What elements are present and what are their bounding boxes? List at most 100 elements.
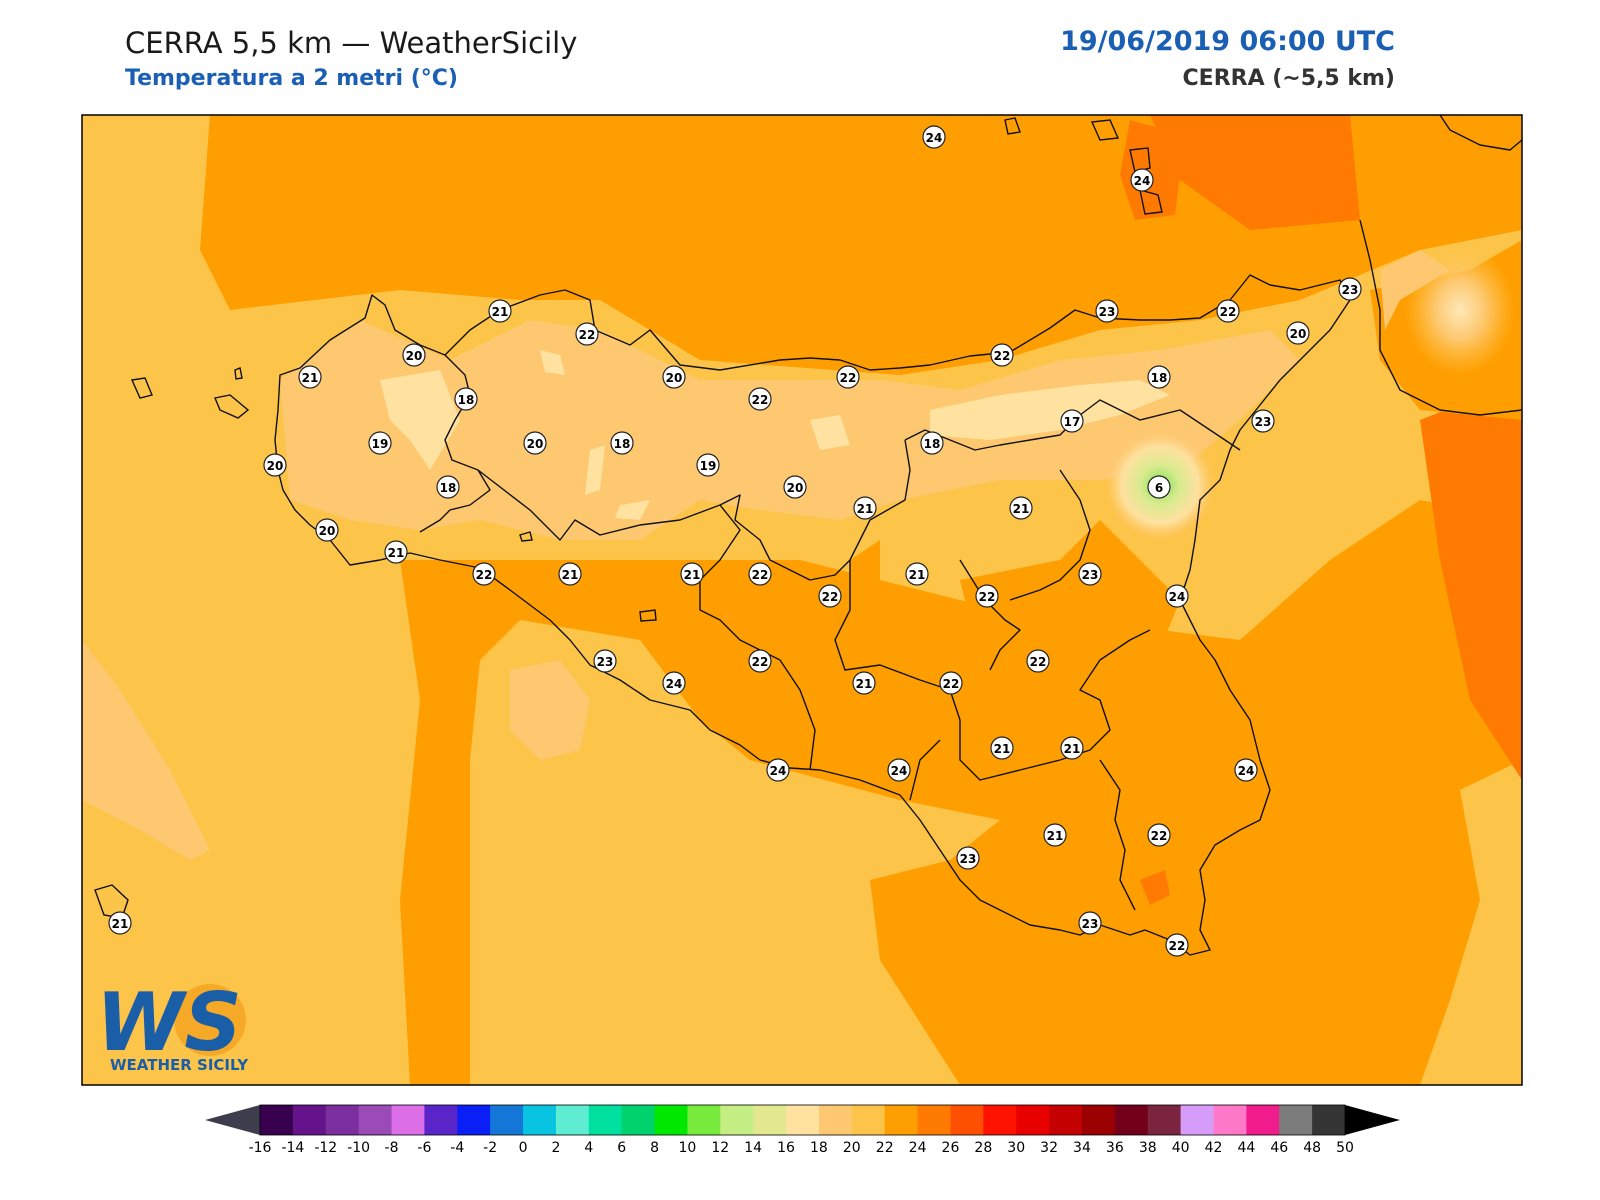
forecast-datetime: 19/06/2019 06:00 UTC — [1060, 26, 1395, 57]
colorbar-tick-label: 40 — [1172, 1140, 1190, 1156]
temperature-label-value: 23 — [1099, 305, 1116, 319]
temperature-label-marker — [488, 299, 512, 323]
colorbar-tick-label: -2 — [483, 1140, 497, 1156]
temperature-label-value: 20 — [319, 524, 336, 538]
colorbar-segment — [1180, 1105, 1214, 1135]
temperature-label: 19 — [368, 431, 392, 455]
temperature-label-marker — [766, 758, 790, 782]
temperature-label: 22 — [1147, 823, 1171, 847]
temperature-label-value: 23 — [1082, 568, 1099, 582]
temperature-label: 18 — [610, 431, 634, 455]
temperature-label-value: 20 — [666, 371, 683, 385]
temperature-label-value: 22 — [840, 371, 857, 385]
temperature-label-value: 18 — [440, 481, 457, 495]
colorbar-tick-label: 34 — [1073, 1140, 1091, 1156]
temperature-label-marker — [1078, 911, 1102, 935]
temperature-label-marker — [680, 562, 704, 586]
temperature-label-marker — [990, 736, 1014, 760]
temperature-label: 17 — [1060, 409, 1084, 433]
temperature-label: 22 — [748, 562, 772, 586]
logo-name: WEATHER SICILY — [110, 1056, 249, 1074]
temperature-label: 23 — [1338, 277, 1362, 301]
temperature-label-value: 21 — [856, 677, 873, 691]
temperature-label: 18 — [920, 431, 944, 455]
temperature-label: 23 — [1251, 409, 1275, 433]
temperature-label-value: 23 — [1255, 415, 1272, 429]
colorbar-tick-label: 10 — [679, 1140, 697, 1156]
temperature-label-marker — [402, 343, 426, 367]
temperature-label-marker — [1130, 168, 1154, 192]
temperature-label: 21 — [298, 365, 322, 389]
temperature-label: 20 — [662, 365, 686, 389]
temperature-label: 18 — [436, 475, 460, 499]
colorbar: -16 -14 -12 -10 -8 -6 -4 -2 0 2 4 6 8 10 12 14 16 18 20 22 2… — [205, 1104, 1400, 1156]
temperature-label-value: 18 — [924, 437, 941, 451]
temperature-label: 24 — [1130, 168, 1154, 192]
temperature-label-marker — [748, 649, 772, 673]
colorbar-tick-label: 0 — [519, 1140, 528, 1156]
temperature-label-value: 22 — [476, 568, 493, 582]
temperature-label: 21 — [905, 562, 929, 586]
temperature-label-value: 22 — [1030, 655, 1047, 669]
temperature-label: 22 — [575, 322, 599, 346]
temperature-label: 22 — [818, 584, 842, 608]
colorbar-tick-label: 28 — [974, 1140, 992, 1156]
temperature-label: 21 — [1009, 496, 1033, 520]
colorbar-tick-label: 42 — [1205, 1140, 1223, 1156]
temperature-label-value: 22 — [822, 590, 839, 604]
temperature-label-value: 21 — [909, 568, 926, 582]
colorbar-tick-label: 46 — [1270, 1140, 1288, 1156]
colorbar-tick-label: -6 — [417, 1140, 431, 1156]
temperature-label-value: 24 — [666, 677, 683, 691]
temperature-label-marker — [1060, 736, 1084, 760]
temperature-label-value: 21 — [112, 917, 129, 931]
temperature-label: 24 — [887, 758, 911, 782]
colorbar-tick-label: 20 — [843, 1140, 861, 1156]
colorbar-segment — [1049, 1105, 1083, 1135]
temperature-label: 21 — [488, 299, 512, 323]
temperature-label-marker — [818, 584, 842, 608]
temperature-label-value: 22 — [1151, 829, 1168, 843]
temperature-label: 24 — [1165, 584, 1189, 608]
temperature-label-marker — [575, 322, 599, 346]
colorbar-tick-label: 18 — [810, 1140, 828, 1156]
temperature-label: 23 — [956, 846, 980, 870]
temperature-label: 23 — [1078, 911, 1102, 935]
temperature-label-marker — [523, 431, 547, 455]
temperature-label: 24 — [662, 671, 686, 695]
temperature-label: 24 — [1234, 758, 1258, 782]
temperature-label-value: 22 — [752, 655, 769, 669]
temperature-label: 20 — [783, 475, 807, 499]
temperature-label-value: 22 — [994, 349, 1011, 363]
islands — [94, 117, 1163, 919]
temperature-label-marker — [558, 562, 582, 586]
temperature-label-marker — [783, 475, 807, 499]
temperature-label-value: 21 — [388, 546, 405, 560]
colorbar-segment — [687, 1105, 721, 1135]
colorbar-segment — [325, 1105, 360, 1135]
colorbar-segment — [621, 1105, 656, 1135]
temperature-label-value: 23 — [597, 655, 614, 669]
colorbar-segment — [588, 1105, 623, 1135]
temperature-label-value: 21 — [1064, 742, 1081, 756]
colorbar-tick-label: 6 — [617, 1140, 626, 1156]
temperature-label: 22 — [990, 343, 1014, 367]
temperature-label-value: 20 — [406, 349, 423, 363]
colorbar-outline — [259, 1104, 1346, 1136]
temperature-label-value: 20 — [1290, 327, 1307, 341]
temperature-label: 20 — [263, 453, 287, 477]
colorbar-tick-label: 22 — [876, 1140, 894, 1156]
colorbar-tick-label: -16 — [249, 1140, 272, 1156]
temperature-label-marker — [298, 365, 322, 389]
temperature-label: 23 — [593, 649, 617, 673]
temperature-label: 20 — [523, 431, 547, 455]
temperature-label-marker — [1147, 475, 1171, 499]
colorbar-tick-label: 26 — [942, 1140, 960, 1156]
temperature-labels: 24 24 21 22 23 22 23 20 21 20 18 20 22 22 22 18 17 23 20 19… — [108, 125, 1362, 957]
temperature-label: 22 — [939, 671, 963, 695]
temperature-label: 21 — [853, 496, 877, 520]
map-frame — [81, 114, 1523, 1086]
temperature-label-value: 18 — [458, 393, 475, 407]
temperature-label-marker — [836, 365, 860, 389]
temperature-label-marker — [1286, 321, 1310, 345]
